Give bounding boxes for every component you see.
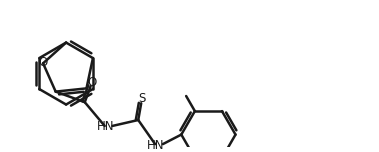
Text: HN: HN — [147, 139, 165, 152]
Text: O: O — [87, 76, 96, 89]
Text: S: S — [138, 92, 146, 105]
Text: HN: HN — [97, 120, 114, 133]
Text: O: O — [38, 56, 48, 69]
